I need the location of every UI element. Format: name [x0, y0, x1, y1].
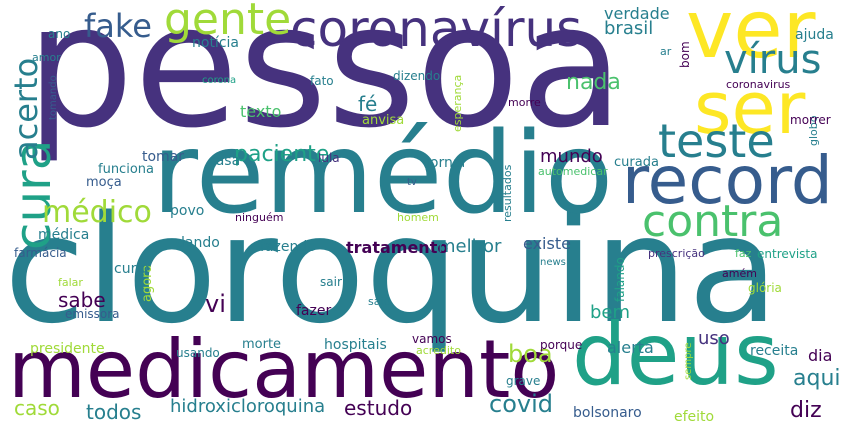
word-medica: médica: [38, 227, 90, 243]
word-porque: porque: [540, 338, 583, 352]
word-verdade: verdade: [604, 4, 670, 23]
word-melhor: melhor: [438, 236, 502, 257]
word-emissora: emissora: [65, 307, 120, 321]
word-ser: ser: [694, 66, 806, 150]
word-falar: falar: [58, 276, 83, 289]
word-existe: existe: [523, 234, 571, 253]
word-contra: contra: [642, 196, 784, 247]
word-ar: ar: [660, 45, 672, 58]
word-uso: uso: [698, 328, 730, 349]
word-curada: curada: [614, 155, 659, 170]
word-acredito: acredito: [416, 344, 461, 357]
word-diz: diz: [790, 398, 822, 423]
word-funciona: funciona: [98, 162, 154, 177]
word-alerta: alerta: [607, 338, 654, 357]
word-nada: nada: [566, 70, 621, 95]
word-entrevista: entrevista: [757, 247, 818, 261]
word-aqui: aqui: [793, 366, 841, 391]
word-boa: boa: [508, 340, 553, 368]
word-news: news: [540, 257, 566, 268]
word-medico: médico: [42, 195, 152, 230]
word-estudo: estudo: [344, 396, 413, 420]
word-farmacia: farmácia: [14, 246, 67, 260]
word-deus: deus: [572, 305, 779, 405]
word-jornal: jornal: [426, 155, 466, 171]
word-medicamento: medicamento: [8, 323, 560, 416]
word-pessoa: pessoa: [26, 0, 624, 166]
word-usando: usando: [176, 346, 220, 360]
word-mundo: mundo: [540, 146, 603, 167]
word-noticia: notícia: [192, 35, 239, 51]
word-vamos: vamos: [412, 332, 452, 346]
word-corona: corona: [202, 75, 237, 86]
word-teste: teste: [658, 114, 775, 168]
word-cloroquina: cloroquina: [4, 184, 779, 356]
word-efeito: efeito: [674, 409, 715, 425]
word-coronavirus-big: coronavírus: [290, 0, 583, 58]
word-automedicar: automedicar: [538, 165, 608, 178]
word-texto: texto: [240, 102, 282, 121]
word-bolsonaro: bolsonaro: [573, 405, 642, 421]
word-povo: povo: [170, 203, 205, 219]
word-ver: ver: [686, 0, 816, 76]
word-ajuda: ajuda: [795, 27, 834, 43]
word-presidente: presidente: [30, 341, 105, 357]
word-acerto: acerto: [7, 57, 45, 160]
word-coronavirus-small: coronavirus: [726, 78, 791, 91]
word-fazer: fazer: [296, 303, 332, 319]
word-vi: vi: [205, 290, 226, 318]
word-hospitais: hospitais: [324, 337, 387, 353]
word-fazendo: fazendo: [260, 239, 316, 255]
word-brasil: brasil: [604, 18, 654, 39]
word-anvisa: anvisa: [362, 113, 405, 128]
word-receita: receita: [750, 343, 799, 359]
word-falando: falando: [613, 257, 627, 302]
word-casa: casa: [208, 153, 241, 169]
word-saiu: saiu: [368, 295, 391, 308]
word-dizendo: dizendo: [393, 69, 441, 83]
word-amem: amém: [722, 267, 757, 280]
word-morre: morre: [508, 96, 541, 109]
word-ninguem: ninguém: [235, 211, 284, 224]
word-tomar: tomar: [142, 149, 185, 165]
word-hidroxicloroquina: hidroxicloroquina: [170, 396, 326, 417]
word-curar: curar: [114, 261, 151, 277]
word-bom: bom: [678, 41, 692, 68]
word-esperanca: esperança: [451, 74, 464, 132]
word-prescricao: prescrição: [648, 247, 705, 260]
word-tratamento: tratamento: [346, 238, 449, 257]
word-virus: vírus: [724, 37, 822, 83]
word-todos: todos: [86, 400, 142, 424]
word-sair: sair: [320, 275, 342, 289]
word-fake: fake: [84, 7, 152, 45]
word-dia: dia: [808, 346, 833, 365]
word-bem: bem: [590, 302, 631, 323]
word-moca: moça: [86, 175, 122, 190]
word-amor: amor: [32, 51, 61, 64]
word-fato: fato: [310, 74, 334, 88]
word-ano: ano: [48, 27, 71, 41]
word-lula: lula: [318, 151, 340, 165]
word-dando: dando: [176, 235, 220, 251]
word-gloria: glória: [748, 281, 782, 295]
word-morte: morte: [242, 337, 282, 352]
word-tomando: tomando: [48, 75, 59, 120]
word-resultados: resultados: [501, 164, 514, 222]
word-caso: caso: [14, 396, 60, 420]
word-grave: grave: [506, 374, 541, 388]
word-sabe: sabe: [58, 288, 106, 312]
word-sempre: sempre: [683, 342, 694, 381]
word-paciente: paciente: [234, 142, 330, 167]
word-homem: homem: [397, 211, 439, 224]
word-faz: faz: [735, 247, 752, 260]
word-remedio: remédio: [152, 109, 614, 239]
word-covid: covid: [489, 390, 553, 418]
word-morrer: morrer: [790, 113, 831, 127]
word-gente: gente: [164, 0, 292, 45]
word-record: record: [622, 142, 833, 219]
word-fe: fé: [358, 92, 378, 116]
word-tv: tv: [407, 177, 417, 188]
